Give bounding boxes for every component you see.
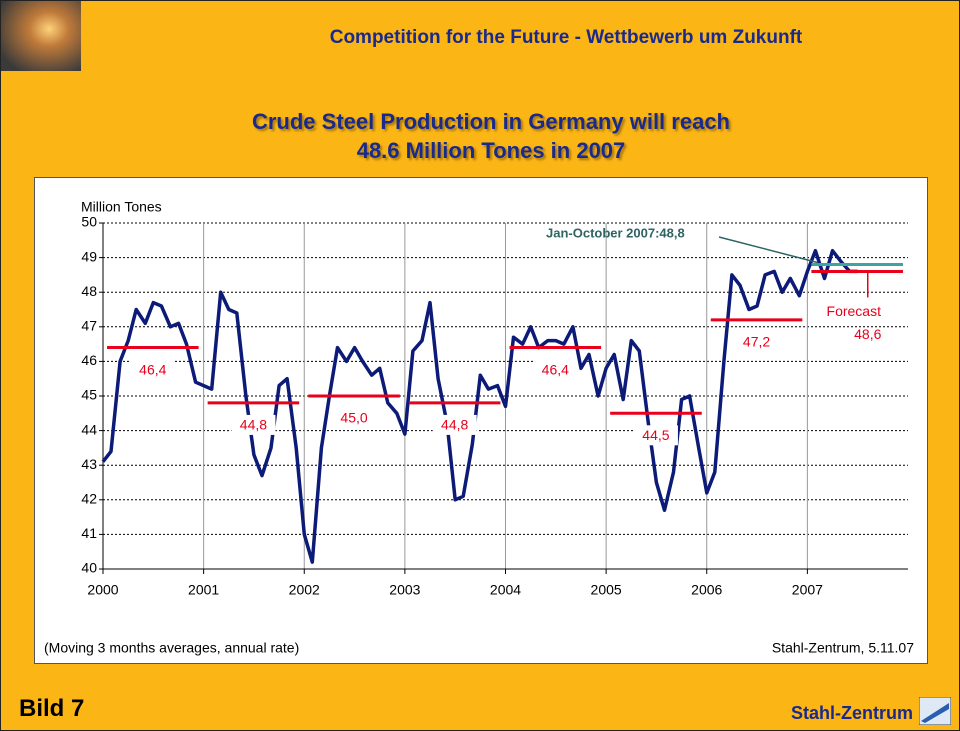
y-tick-label: 43 [81, 456, 97, 472]
y-tick-label: 46 [81, 352, 97, 368]
footer-brand: Stahl-Zentrum [790, 703, 913, 723]
average-label: 46,4 [139, 361, 166, 377]
y-tick-label: 48 [81, 283, 97, 299]
x-tick-label: 2001 [188, 582, 219, 598]
average-label: 44,8 [441, 417, 468, 433]
average-label: 46,4 [542, 361, 569, 377]
y-tick-label: 44 [81, 421, 97, 437]
y-tick-label: 50 [81, 214, 97, 230]
header: Competition for the Future - Wettbewerb … [329, 27, 803, 48]
annotation-arrow [718, 236, 818, 264]
label-box [432, 414, 477, 435]
note: (Moving 3 months averages, annual rate) [44, 640, 299, 656]
x-tick-label: 2002 [289, 582, 320, 598]
label-box [332, 408, 377, 428]
forecast-label: Forecast [827, 303, 882, 319]
label-box [231, 414, 276, 435]
label-box [633, 425, 678, 446]
data-line [101, 248, 858, 564]
forecast-value: 48,6 [854, 326, 881, 342]
x-tick-label: 2005 [591, 582, 622, 598]
label-box [533, 359, 578, 380]
x-tick-label: 2006 [691, 582, 722, 598]
logo [919, 697, 951, 725]
label-box [734, 331, 779, 352]
y-tick-label: 45 [81, 387, 97, 403]
chart-panel [34, 177, 928, 664]
average-label: 44,5 [642, 427, 669, 443]
chart: Million Tones (Moving 3 months averages,… [34, 177, 928, 664]
y-tick-label: 42 [81, 491, 97, 507]
annotation: Jan-October 2007:48,8 [546, 225, 685, 240]
title-line: 48.6 Million Tones in 2007 [356, 138, 626, 163]
y-tick-label: 41 [81, 525, 97, 541]
x-tick-label: 2007 [792, 582, 823, 598]
photo [1, 1, 81, 71]
x-tick-label: 2003 [389, 582, 420, 598]
x-tick-label: 2000 [87, 582, 118, 598]
slide-number: Bild 7 [19, 695, 85, 722]
y-axis-label: Million Tones [81, 199, 162, 215]
y-tick-label: 49 [81, 248, 97, 264]
average-label: 45,0 [340, 410, 367, 426]
x-tick-label: 2004 [490, 582, 521, 598]
average-label: 47,2 [743, 334, 770, 350]
average-label: 44,8 [240, 417, 267, 433]
y-tick-label: 40 [81, 560, 97, 576]
title-line: Crude Steel Production in Germany will r… [251, 109, 730, 134]
source: Stahl-Zentrum, 5.11.07 [772, 640, 914, 656]
label-box [130, 359, 175, 380]
y-tick-label: 47 [81, 318, 97, 334]
